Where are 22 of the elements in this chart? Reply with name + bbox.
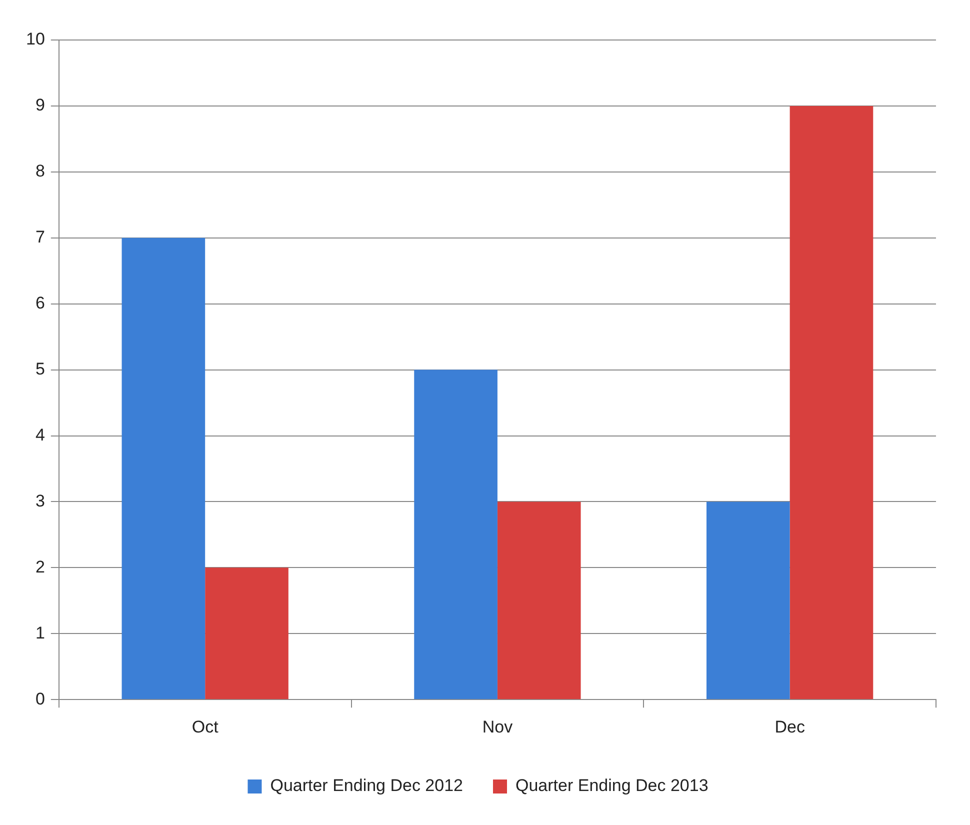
- x-tick-label: Nov: [482, 717, 514, 736]
- bar: [414, 370, 498, 700]
- y-tick-label: 4: [35, 425, 45, 444]
- y-tick-label: 6: [35, 294, 45, 313]
- bar: [497, 502, 581, 700]
- bar: [706, 502, 790, 700]
- y-tick-label: 8: [35, 162, 45, 181]
- bar: [205, 568, 288, 700]
- y-tick-label: 7: [35, 228, 45, 247]
- legend-label: Quarter Ending Dec 2013: [516, 776, 708, 796]
- y-tick-label: 9: [35, 96, 45, 115]
- y-tick-label: 3: [35, 491, 45, 510]
- y-tick-label: 5: [35, 359, 45, 378]
- legend-label: Quarter Ending Dec 2012: [270, 776, 464, 796]
- y-tick-label: 0: [35, 689, 45, 708]
- bar: [122, 238, 206, 700]
- bar: [790, 106, 874, 700]
- x-tick-label: Dec: [774, 717, 806, 736]
- y-tick-label: 2: [35, 557, 45, 576]
- y-tick-label: 10: [26, 30, 45, 49]
- y-tick-label: 1: [35, 623, 45, 642]
- x-tick-label: Oct: [192, 717, 219, 736]
